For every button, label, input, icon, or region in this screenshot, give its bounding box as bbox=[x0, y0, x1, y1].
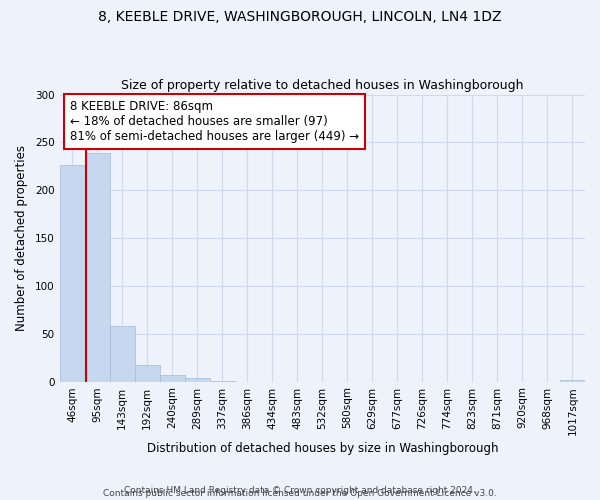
Bar bbox=[134, 366, 160, 382]
Title: Size of property relative to detached houses in Washingborough: Size of property relative to detached ho… bbox=[121, 79, 524, 92]
Bar bbox=[560, 380, 585, 382]
Text: 8 KEEBLE DRIVE: 86sqm
← 18% of detached houses are smaller (97)
81% of semi-deta: 8 KEEBLE DRIVE: 86sqm ← 18% of detached … bbox=[70, 100, 359, 144]
Text: 8, KEEBLE DRIVE, WASHINGBOROUGH, LINCOLN, LN4 1DZ: 8, KEEBLE DRIVE, WASHINGBOROUGH, LINCOLN… bbox=[98, 10, 502, 24]
Text: Contains HM Land Registry data © Crown copyright and database right 2024.: Contains HM Land Registry data © Crown c… bbox=[124, 486, 476, 495]
Bar bbox=[209, 380, 235, 382]
Bar bbox=[110, 326, 134, 382]
Bar bbox=[160, 375, 185, 382]
Bar bbox=[185, 378, 209, 382]
X-axis label: Distribution of detached houses by size in Washingborough: Distribution of detached houses by size … bbox=[146, 442, 498, 455]
Y-axis label: Number of detached properties: Number of detached properties bbox=[15, 145, 28, 331]
Text: Contains public sector information licensed under the Open Government Licence v3: Contains public sector information licen… bbox=[103, 488, 497, 498]
Bar bbox=[85, 153, 110, 382]
Bar bbox=[59, 166, 85, 382]
